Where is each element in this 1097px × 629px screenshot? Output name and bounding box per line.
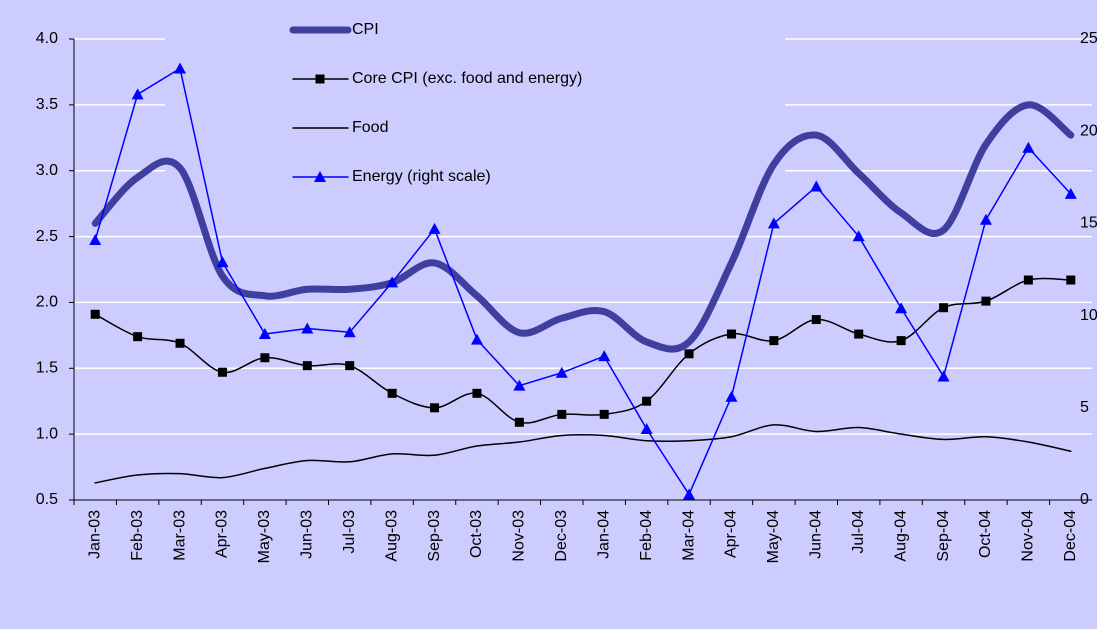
series-marker: [258, 328, 271, 340]
series-marker: [472, 388, 482, 398]
series-marker: [981, 296, 991, 306]
y2-tick-label: 5: [1080, 399, 1089, 416]
series-marker: [470, 333, 483, 345]
x-tick-label: May-03: [256, 510, 273, 563]
series-line: [94, 424, 1072, 484]
series-marker: [217, 367, 227, 377]
x-tick-label: Jun-03: [299, 510, 316, 559]
legend-label: CPI: [352, 21, 379, 38]
y-tick-label: 2.5: [36, 228, 58, 245]
series-marker: [89, 233, 102, 245]
legend: [165, 12, 785, 204]
x-tick-label: Mar-03: [171, 510, 188, 561]
series-marker: [387, 388, 397, 398]
series-marker: [513, 379, 526, 391]
x-tick-label: Jun-04: [808, 510, 825, 559]
series-marker: [430, 403, 440, 413]
legend-label: Food: [352, 119, 388, 136]
y-tick-label: 1.0: [36, 425, 58, 442]
series-marker: [301, 322, 314, 334]
series-marker: [767, 217, 780, 229]
y-tick-label: 3.5: [36, 96, 58, 113]
y2-tick-label: 10: [1080, 307, 1097, 324]
x-tick-label: Aug-04: [892, 510, 909, 562]
series-marker: [133, 332, 143, 342]
series-marker: [514, 417, 524, 427]
series-marker: [175, 338, 185, 348]
x-tick-label: Aug-03: [383, 510, 400, 562]
series-marker: [939, 303, 949, 313]
series-marker: [343, 326, 356, 338]
series-marker: [131, 88, 144, 100]
x-tick-label: Jul-04: [850, 510, 867, 554]
x-tick-label: Nov-04: [1020, 510, 1037, 562]
series-marker: [174, 62, 187, 74]
series-marker: [895, 302, 908, 314]
y2-tick-label: 15: [1080, 215, 1097, 232]
x-tick-label: May-04: [765, 510, 782, 563]
series-marker: [555, 366, 568, 378]
series-marker: [1023, 275, 1033, 285]
series-marker: [386, 276, 399, 288]
y-tick-label: 4.0: [36, 30, 58, 47]
series-marker: [1066, 275, 1076, 285]
legend-marker: [315, 74, 325, 84]
x-tick-label: Dec-03: [553, 510, 570, 562]
x-tick-label: Dec-04: [1062, 510, 1079, 562]
x-tick-label: Feb-03: [129, 510, 146, 561]
series-marker: [810, 180, 823, 192]
series-marker: [1022, 141, 1035, 153]
series-marker: [683, 488, 696, 500]
series-marker: [345, 361, 355, 371]
series-marker: [557, 409, 567, 419]
x-tick-label: Jan-04: [595, 510, 612, 559]
x-tick-label: Nov-03: [511, 510, 528, 562]
series-marker: [854, 329, 864, 339]
legend-marker: [314, 171, 326, 182]
x-tick-label: Sep-03: [426, 510, 443, 562]
x-tick-label: Jul-03: [341, 510, 358, 554]
series-marker: [642, 396, 652, 406]
series-marker: [979, 213, 992, 225]
y-tick-label: 0.5: [36, 491, 58, 508]
x-tick-label: Oct-04: [977, 510, 994, 558]
y2-tick-label: 20: [1080, 122, 1097, 139]
x-tick-label: Feb-04: [638, 510, 655, 561]
series-marker: [598, 350, 611, 362]
series-line: [91, 101, 1075, 353]
series-marker: [260, 353, 270, 363]
series-marker: [896, 336, 906, 346]
series-line: [94, 67, 1072, 496]
series-marker: [302, 361, 312, 371]
x-tick-label: Sep-04: [935, 510, 952, 562]
series-marker: [599, 409, 609, 419]
y2-tick-label: 25: [1080, 30, 1097, 47]
legend-label: Core CPI (exc. food and energy): [352, 70, 582, 87]
series-marker: [811, 315, 821, 325]
series-marker: [769, 336, 779, 346]
y-tick-label: 2.0: [36, 294, 58, 311]
x-tick-label: Apr-04: [723, 510, 740, 558]
series-marker: [428, 222, 441, 234]
legend-label: Energy (right scale): [352, 168, 491, 185]
y-tick-label: 3.0: [36, 162, 58, 179]
x-tick-label: Jan-03: [86, 510, 103, 559]
series-marker: [725, 390, 738, 402]
series-marker: [726, 329, 736, 339]
series-marker: [937, 370, 950, 382]
series-marker: [684, 349, 694, 359]
series-marker: [640, 423, 653, 435]
series-marker: [90, 309, 100, 319]
x-tick-label: Mar-04: [680, 510, 697, 561]
series-marker: [216, 256, 229, 268]
series-marker: [1064, 187, 1077, 199]
x-tick-label: Apr-03: [214, 510, 231, 558]
y-tick-label: 1.5: [36, 360, 58, 377]
x-tick-label: Oct-03: [468, 510, 485, 558]
series-marker: [852, 230, 865, 242]
